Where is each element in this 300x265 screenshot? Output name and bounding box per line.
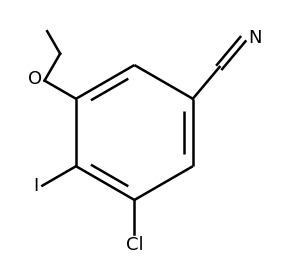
Text: Cl: Cl bbox=[126, 236, 143, 254]
Text: O: O bbox=[28, 70, 42, 88]
Text: I: I bbox=[33, 177, 38, 195]
Text: N: N bbox=[248, 29, 262, 47]
